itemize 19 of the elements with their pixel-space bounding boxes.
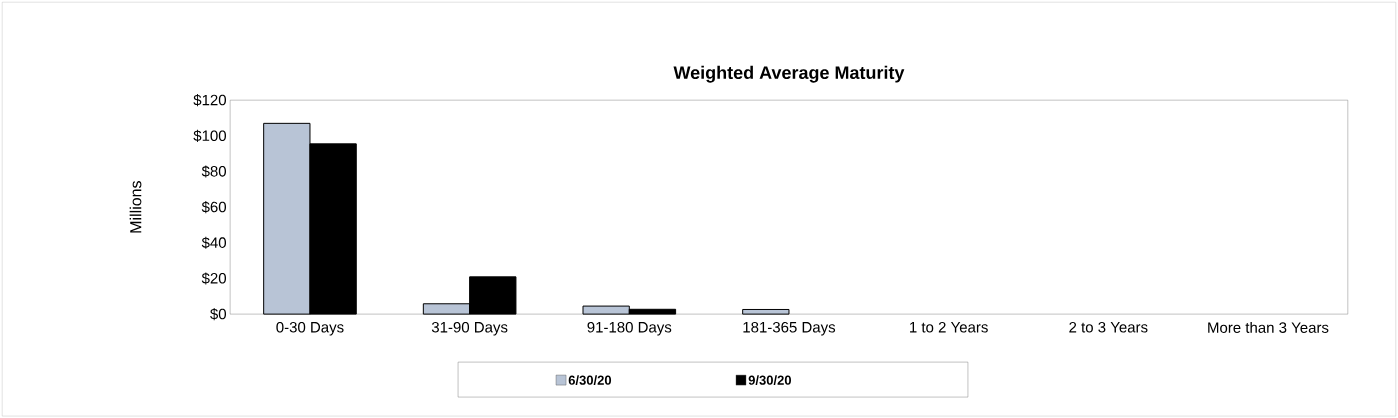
y-tick-label: $80 <box>201 165 226 178</box>
y-tick-label: $0 <box>210 307 227 321</box>
y-tick-label: $20 <box>201 272 226 285</box>
x-tick-label: 31-90 Days <box>431 321 508 336</box>
legend-label: 9/30/20 <box>748 375 792 385</box>
y-tick-label: $120 <box>193 93 226 107</box>
x-tick-label: More than 3 Years <box>1208 321 1329 333</box>
y-tick-label: $40 <box>201 236 226 249</box>
y-tick-label: $100 <box>193 129 226 142</box>
x-tick-label: 0-30 Days <box>276 321 344 336</box>
chart-title: Weighted Average Maturity <box>673 65 905 83</box>
y-tick-label: $60 <box>201 200 226 214</box>
bar <box>742 308 790 315</box>
x-tick-label: 181-365 Days <box>743 321 836 336</box>
x-tick-label: 2 to 3 Years <box>1069 321 1148 333</box>
y-axis-title: Millions <box>129 180 142 233</box>
legend-label: 6/30/20 <box>568 375 612 385</box>
x-tick-label: 1 to 2 Years <box>910 321 988 333</box>
x-tick-label: 91-180 Days <box>587 321 672 336</box>
